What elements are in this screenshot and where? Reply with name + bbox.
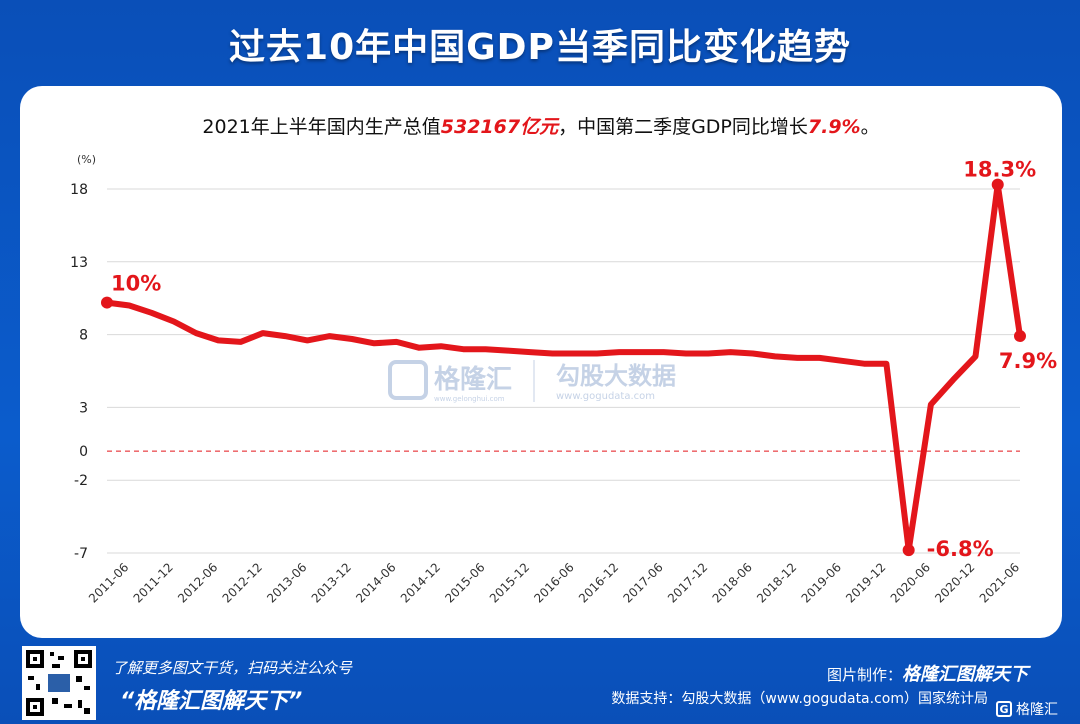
watermark-url-2: www.gogudata.com xyxy=(556,391,655,402)
chart-subtitle: 2021年上半年国内生产总值532167亿元，中国第二季度GDP同比增长7.9%… xyxy=(20,112,1062,139)
line-chart: (%) 18 13 8 3 0 -2 -7 格隆汇 www.gelonghui.com 勾股… xyxy=(70,153,1057,606)
x-tick-label: 2017-06 xyxy=(620,560,665,605)
corner-logo-text: 格隆汇 xyxy=(1016,702,1058,718)
y-tick-label: 3 xyxy=(79,400,88,416)
y-axis: (%) 18 13 8 3 0 -2 -7 xyxy=(70,153,96,562)
y-tick-label: 13 xyxy=(70,255,88,271)
y-tick-label: 0 xyxy=(79,444,88,460)
subtitle-highlight-growth: 7.9% xyxy=(807,116,861,138)
x-tick-label: 2013-06 xyxy=(264,560,309,605)
x-tick-label: 2016-06 xyxy=(531,560,576,605)
data-point-marker xyxy=(1014,330,1026,343)
logo-icon: G xyxy=(996,701,1012,717)
x-tick-label: 2012-12 xyxy=(220,560,265,605)
footer-data-source: 数据支持：勾股大数据（www.gogudata.com）国家统计局 xyxy=(611,691,988,707)
series-line xyxy=(104,181,1023,554)
chart-card: 2021年上半年国内生产总值532167亿元，中国第二季度GDP同比增长7.9%… xyxy=(20,86,1062,638)
footer-account-name: “格隆汇图解天下” xyxy=(120,689,303,714)
y-tick-label: 8 xyxy=(79,328,88,344)
x-tick-label: 2020-06 xyxy=(888,560,933,605)
x-tick-label: 2013-12 xyxy=(309,560,354,605)
x-tick-label: 2014-06 xyxy=(353,560,398,605)
x-tick-label: 2016-12 xyxy=(576,560,621,605)
watermark: 格隆汇 www.gelonghui.com 勾股大数据 www.gogudata… xyxy=(388,360,676,403)
data-point-marker xyxy=(991,178,1004,191)
data-point-marker xyxy=(902,544,915,557)
subtitle-text-3: 。 xyxy=(860,116,880,138)
page-title: 过去10年中国GDP当季同比变化趋势 xyxy=(229,27,851,68)
data-point-marker xyxy=(101,296,113,309)
x-tick-label: 2018-06 xyxy=(710,560,755,605)
subtitle-text-1: 2021年上半年国内生产总值 xyxy=(202,116,441,138)
x-tick-label: 2015-06 xyxy=(442,560,487,605)
x-tick-label: 2015-12 xyxy=(487,560,532,605)
y-tick-label: -2 xyxy=(74,473,88,489)
corner-logo: G 格隆汇 xyxy=(996,697,1070,721)
watermark-brand-2: 勾股大数据 xyxy=(556,362,676,390)
y-axis-unit-label: (%) xyxy=(77,153,96,166)
x-tick-label: 2019-06 xyxy=(799,560,844,605)
x-tick-label: 2011-06 xyxy=(86,560,131,605)
watermark-brand-1: 格隆汇 xyxy=(434,364,512,395)
footer-credit-label: 图片制作： xyxy=(826,666,902,684)
data-label: -6.8% xyxy=(927,537,994,561)
x-tick-label: 2014-12 xyxy=(398,560,443,605)
qr-code-icon xyxy=(26,650,92,716)
data-label: 10% xyxy=(111,272,161,296)
footer-credit-brand: 格隆汇图解天下 xyxy=(902,664,1028,685)
data-label: 18.3% xyxy=(963,158,1036,182)
watermark-logo-icon xyxy=(388,360,428,400)
subtitle-text-2: ，中国第二季度GDP同比增长 xyxy=(558,116,808,138)
x-tick-label: 2020-12 xyxy=(932,560,977,605)
x-tick-label: 2012-06 xyxy=(175,560,220,605)
footer-promo-text: 了解更多图文干货，扫码关注公众号 xyxy=(112,659,353,677)
x-axis: 2011-06 2011-12 2012-06 2012-12 2013-06 2013-… xyxy=(86,560,1022,605)
x-tick-label: 2019-12 xyxy=(843,560,888,605)
annotations: 10% -6.8% 18.3% 7.9% xyxy=(101,158,1057,561)
gridlines xyxy=(107,188,1020,554)
x-tick-label: 2018-12 xyxy=(754,560,799,605)
qr-code-image xyxy=(22,646,96,720)
x-tick-label: 2017-12 xyxy=(665,560,710,605)
footer-credit: 图片制作：格隆汇图解天下 xyxy=(827,660,1028,686)
x-tick-label: 2021-06 xyxy=(977,560,1022,605)
y-tick-label: -7 xyxy=(74,546,88,562)
watermark-url-1: www.gelonghui.com xyxy=(434,395,505,403)
data-label: 7.9% xyxy=(999,349,1057,373)
y-tick-label: 18 xyxy=(70,182,88,198)
subtitle-highlight-gdp: 532167亿元 xyxy=(440,116,559,138)
x-tick-label: 2011-12 xyxy=(131,560,176,605)
